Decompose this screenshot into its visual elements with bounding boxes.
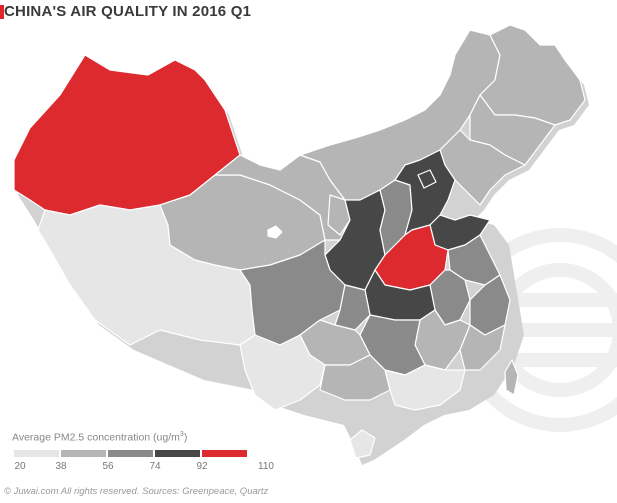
qinghai-lake — [267, 225, 283, 239]
footer-credit: © Juwai.com All rights reserved. Sources… — [4, 486, 269, 497]
region-hebei — [394, 149, 456, 236]
legend-tick-label: 38 — [55, 461, 67, 472]
region-jilin — [469, 94, 556, 166]
legend-tick-label: 92 — [196, 461, 208, 472]
region-hainan — [349, 429, 376, 459]
legend-title: Average PM2.5 concentration (ug/m3) — [12, 431, 187, 444]
legend-tick-label: 56 — [102, 461, 114, 472]
legend-swatch-2 — [61, 450, 106, 457]
region-ningxia — [327, 194, 351, 236]
region-beijing — [417, 169, 437, 189]
region-fujian — [459, 324, 506, 371]
legend-title-end: ) — [183, 431, 188, 444]
map-title: CHINA'S AIR QUALITY IN 2016 Q1 — [4, 3, 252, 20]
region-heilongjiang — [479, 24, 586, 126]
legend-swatch-5 — [202, 450, 247, 457]
legend-swatch-1 — [14, 450, 59, 457]
region-yunnan — [239, 334, 326, 411]
legend-tick-label: 110 — [258, 461, 274, 472]
legend-color-bar — [14, 450, 249, 457]
region-taiwan — [504, 359, 519, 396]
legend-swatch-3 — [108, 450, 153, 457]
title-accent-bar — [0, 5, 4, 19]
region-guangdong — [384, 364, 466, 411]
legend-title-text: Average PM2.5 concentration (ug/m — [12, 431, 180, 444]
legend-unit-superscript: 3 — [179, 431, 184, 438]
legend-swatch-4 — [155, 450, 200, 457]
legend-tick-label: 20 — [14, 461, 26, 472]
legend-tick-label: 74 — [149, 461, 161, 472]
